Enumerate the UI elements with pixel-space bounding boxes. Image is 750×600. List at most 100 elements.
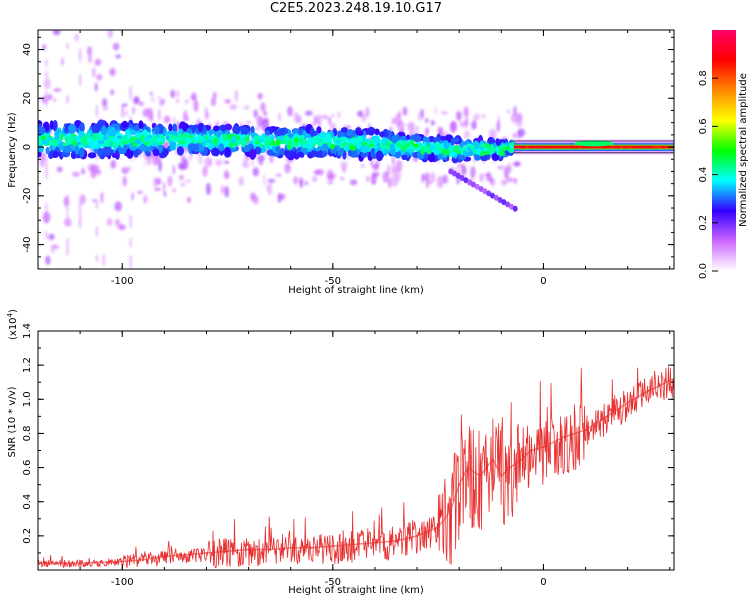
ridge-blob [254,146,262,155]
core-blob [76,141,82,145]
figure-title: C2E5.2023.248.19.10.G17 [269,1,443,16]
speckle [101,97,108,108]
speckle [255,126,260,132]
ridge-blob [412,134,422,142]
core-blob [491,146,496,151]
band-core [634,145,639,149]
y-tick-label: 1.2 [22,357,33,373]
speckle [150,91,153,96]
ridge-blob [211,147,220,157]
spectrogram-panel: -100 -50 0 -40 -20 0 20 40 Height of straight l… [7,29,675,296]
x-tick-label: 0 [540,577,546,588]
core-blob [301,139,308,145]
ridge-blob [193,143,200,153]
ridge-blob [405,134,411,140]
y-tick-label: 0.2 [22,528,33,544]
snr-point [500,475,503,477]
ridge-blob [382,135,388,146]
ridge-blob [394,150,402,159]
speckle-streak [45,158,48,169]
speckle [506,177,514,183]
speckle-streak [45,98,48,107]
snr-panel: -100 -50 0 0.2 0.4 0.6 0.8 1.0 1.2 1.4 Height of … [6,309,675,596]
speckle [56,166,63,173]
ridge-blob [298,128,303,136]
snr-point [521,458,524,460]
core-blob [97,139,105,145]
speckle [365,106,370,118]
band-core [652,145,656,149]
core-blob [444,150,450,156]
ridge-blob [374,128,380,136]
speckle [42,44,46,51]
band-core [528,145,533,149]
ridge-blob [367,126,376,136]
band-core [546,145,550,149]
speckle [390,164,398,177]
speckle [110,159,117,169]
core-blob [54,135,60,140]
speckle [430,119,435,126]
speckle [181,154,186,166]
core-blob [74,135,80,141]
speckle [173,116,176,125]
speckle-streak [45,71,48,79]
speckle [242,160,250,169]
y-tick-label: 40 [22,43,33,56]
speckle [389,127,393,132]
core-blob [188,134,194,139]
speckle [133,96,140,105]
core-blob [180,140,186,145]
ridge-blob [78,146,85,158]
speckle [122,175,127,187]
speckle [160,99,166,103]
core-blob [336,139,341,145]
band-core [513,145,518,149]
speckle [440,111,449,115]
tail-blob [486,190,492,197]
core-blob [66,132,72,138]
speckle [143,161,146,166]
ridge-blob [132,125,140,131]
speckle [112,42,120,51]
speckle-streak [45,231,48,240]
speckle-streak [79,74,82,86]
speckle [371,171,380,177]
speckle-streak [79,201,82,211]
speckle [158,160,162,172]
band-core [628,145,633,149]
band-core [567,145,571,149]
speckle [371,180,377,185]
speckle [293,111,299,123]
band-core [552,145,556,149]
speckle [52,30,61,36]
ridge-blob [126,148,134,159]
ridge-blob [280,148,285,156]
ridge-blob [321,150,328,157]
core-blob [324,137,331,141]
speckle [417,111,422,121]
speckle [179,164,187,170]
core-blob [235,135,240,141]
speckle [163,191,167,197]
speckle [496,120,501,133]
speckle [109,67,116,77]
speckle [98,169,101,176]
speckle [176,121,180,133]
ridge-blob [97,147,104,158]
band-core [522,145,527,149]
speckle-streak [129,238,132,247]
speckle [305,110,313,116]
ridge-blob [49,120,54,130]
speckle-streak [79,219,82,229]
ridge-blob [337,130,342,138]
snr-point [268,548,271,551]
colorbar-tick-label: 0.6 [698,118,709,134]
ridge-blob [45,146,50,155]
snr-point [542,446,545,448]
ridge-blob [265,129,270,136]
core-blob [98,134,105,139]
speckle [229,104,238,110]
core-blob [143,137,150,143]
speckle [210,98,216,107]
